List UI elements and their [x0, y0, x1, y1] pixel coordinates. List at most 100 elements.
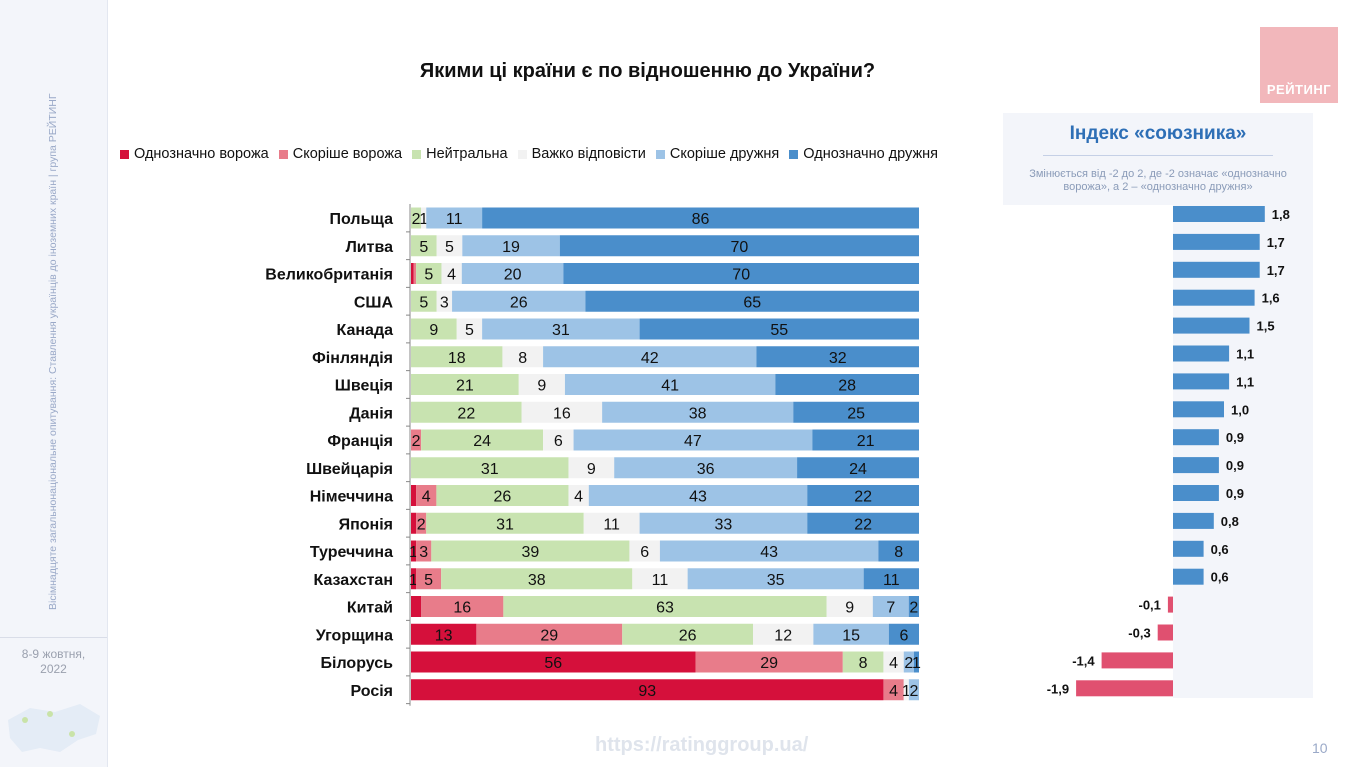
bar-value-label: 31 [481, 461, 499, 478]
bar-value-label: 5 [419, 294, 428, 311]
bar-segment [411, 623, 477, 645]
bar-value-label: 29 [540, 627, 558, 644]
bar-value-label: 56 [544, 655, 562, 672]
bar-value-label: 1 [902, 683, 911, 700]
ally-index-strip [1003, 205, 1173, 698]
bar-segment [756, 346, 919, 368]
bar-segment [431, 540, 630, 562]
bar-value-label: 6 [899, 627, 908, 644]
bar-segment [502, 346, 544, 368]
bar-value-label: 70 [732, 267, 750, 284]
index-value-label: 1,8 [1272, 207, 1290, 222]
survey-date: 8-9 жовтня, 2022 [0, 647, 107, 677]
bar-segment [813, 623, 889, 645]
bar-value-label: 9 [429, 322, 438, 339]
bar-value-label: 11 [883, 572, 900, 589]
category-label: Росія [350, 683, 393, 700]
bar-value-label: 93 [638, 683, 656, 700]
category-label: Німеччина [310, 489, 393, 506]
bar-segment [452, 290, 586, 312]
bar-segment [583, 512, 640, 534]
rating-logo: РЕЙТИНГ [1260, 27, 1338, 103]
bar-segment [411, 374, 519, 395]
bar-value-label: 1 [419, 211, 428, 228]
bar-value-label: 9 [845, 600, 854, 617]
bar-value-label: 7 [886, 600, 895, 617]
bar-segment [441, 568, 633, 590]
bar-value-label: 20 [504, 267, 522, 284]
bar-segment [411, 596, 422, 617]
ally-index-subtitle: Змінюється від -2 до 2, де -2 означає «о… [1013, 168, 1303, 194]
index-bar [1157, 624, 1173, 641]
category-label: Китай [347, 600, 393, 617]
bar-value-label: 5 [465, 322, 474, 339]
bar-value-label: 3 [440, 294, 449, 311]
bar-segment [518, 374, 565, 395]
index-value-label: 1,6 [1262, 291, 1280, 306]
index-value-label: 1,1 [1236, 374, 1254, 389]
bar-value-label: 26 [510, 294, 528, 311]
legend-swatch [278, 149, 288, 159]
legend-item: Скоріше ворожа [278, 146, 403, 162]
bar-segment [411, 457, 569, 479]
legend-label: Нейтральна [426, 146, 508, 162]
bar-value-label: 5 [419, 239, 428, 256]
footer-url[interactable]: https://ratinggroup.ua/ [595, 734, 809, 756]
bar-value-label: 5 [445, 239, 454, 256]
bar-segment [416, 540, 432, 562]
bar-value-label: 42 [641, 350, 659, 367]
bar-value-label: 43 [689, 489, 707, 506]
survey-date-days: 8-9 жовтня, [21, 647, 86, 661]
bar-value-label: 39 [521, 544, 539, 561]
bar-value-label: 4 [574, 489, 583, 506]
legend-swatch [789, 149, 799, 159]
bar-segment [632, 568, 688, 590]
bar-value-label: 21 [857, 433, 875, 450]
legend-label: Однозначно дружня [803, 146, 939, 162]
bar-segment [622, 623, 754, 645]
bar-segment [441, 263, 462, 284]
bar-segment [807, 512, 919, 534]
bar-segment [639, 512, 808, 534]
bar-segment [411, 679, 884, 701]
index-value-label: 1,0 [1231, 402, 1249, 417]
legend-item: Нейтральна [412, 146, 508, 162]
legend-item: Важко відповісти [517, 146, 646, 162]
bar-value-label: 13 [435, 627, 453, 644]
left-sidebar: Вісімнадцяте загальнонаціональне опитува… [0, 0, 108, 767]
index-value-label: -1,9 [1047, 681, 1069, 696]
bar-value-label: 2 [909, 600, 918, 617]
category-label: Данія [349, 405, 393, 422]
page-number: 10 [1312, 740, 1328, 756]
index-bar [1173, 261, 1260, 278]
index-value-label: 1,7 [1267, 263, 1285, 278]
ukraine-map-icon [8, 704, 100, 752]
bar-value-label: 22 [854, 516, 872, 533]
bar-value-label: 16 [553, 405, 571, 422]
bar-value-label: 41 [661, 378, 679, 395]
bar-segment [503, 596, 827, 617]
bar-segment [411, 346, 503, 368]
bar-segment [564, 374, 776, 395]
bar-value-label: 21 [456, 378, 474, 395]
category-label: Канада [337, 322, 394, 339]
legend-swatch [120, 149, 129, 159]
index-bar [1173, 289, 1255, 306]
legend-label: Скоріше ворожа [292, 146, 403, 162]
index-value-label: -1,4 [1072, 653, 1095, 668]
bar-value-label: 2 [904, 655, 913, 672]
ally-index-underline [1043, 155, 1273, 156]
category-label: Казахстан [314, 572, 394, 589]
bar-segment [413, 263, 417, 284]
bar-segment [416, 263, 442, 284]
bar-value-label: 86 [692, 211, 710, 228]
bar-value-label: 19 [502, 239, 520, 256]
bar-value-label: 4 [889, 683, 898, 700]
bar-value-label: 8 [859, 655, 868, 672]
bar-segment [793, 401, 919, 423]
index-bar [1101, 652, 1173, 669]
survey-date-year: 2022 [40, 662, 67, 676]
bar-segment [568, 485, 589, 506]
bar-segment [908, 596, 919, 617]
bar-segment [629, 540, 660, 562]
